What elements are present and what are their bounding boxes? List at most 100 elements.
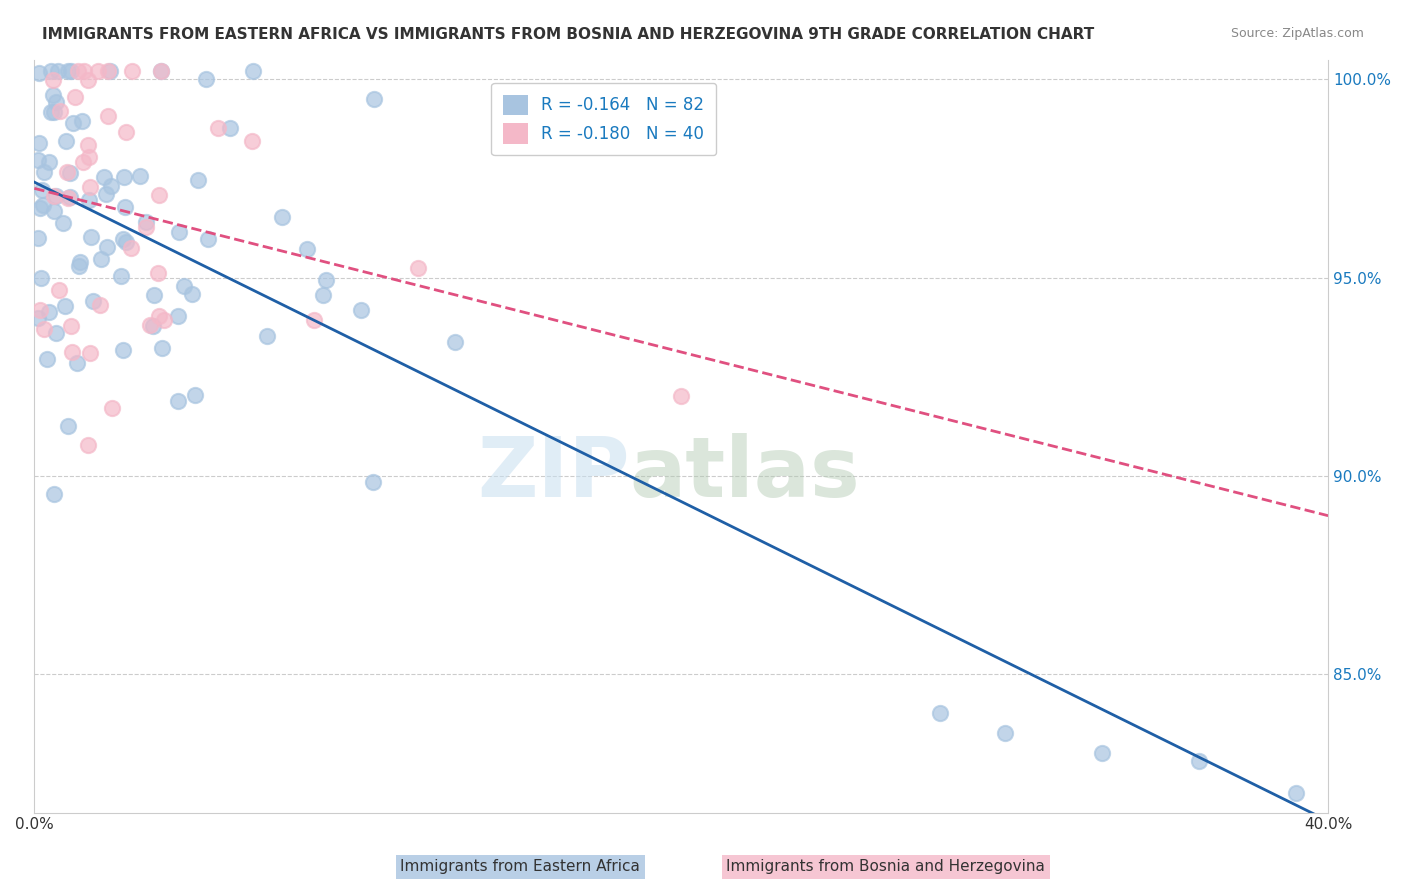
Point (295, 242, 318, 256)
Point (94, 187, 117, 202)
Point (30, 271, 52, 285)
Point (167, 393, 190, 408)
Point (42, 104, 65, 119)
Point (56, 191, 79, 205)
Point (48, 283, 70, 297)
Point (27, 231, 49, 245)
Point (153, 313, 176, 327)
Point (56, 419, 79, 434)
Point (46, 64, 69, 78)
Point (30, 303, 52, 318)
Point (56, 164, 79, 178)
Point (304, 313, 326, 327)
Point (115, 125, 138, 139)
Point (218, 121, 240, 136)
Point (44, 204, 66, 219)
Point (361, 475, 384, 489)
Point (55, 134, 77, 148)
Point (112, 170, 135, 185)
Point (90, 252, 112, 267)
Point (39, 64, 62, 78)
Point (34, 165, 56, 179)
Point (66, 64, 89, 78)
Point (150, 64, 173, 78)
Point (148, 309, 170, 323)
Point (256, 329, 278, 343)
Point (240, 135, 263, 149)
Point (187, 173, 209, 187)
Point (66, 356, 89, 370)
Point (77, 73, 100, 87)
Point (72, 154, 94, 169)
Point (67, 259, 90, 273)
Point (315, 273, 337, 287)
Point (58, 189, 80, 203)
Point (63, 89, 86, 103)
Point (142, 288, 165, 302)
Point (27, 153, 49, 167)
Point (135, 220, 157, 235)
Point (444, 334, 467, 349)
Point (150, 341, 173, 355)
Point (53, 299, 76, 313)
Point (98, 64, 121, 78)
Point (89, 298, 111, 312)
Point (994, 726, 1017, 740)
Point (128, 169, 150, 183)
Point (42, 487, 65, 501)
Point (82, 293, 104, 308)
Text: Immigrants from Bosnia and Herzegovina: Immigrants from Bosnia and Herzegovina (727, 859, 1045, 874)
Point (31, 182, 53, 196)
Point (28, 136, 51, 150)
Point (27, 310, 49, 325)
Text: IMMIGRANTS FROM EASTERN AFRICA VS IMMIGRANTS FROM BOSNIA AND HERZEGOVINA 9TH GRA: IMMIGRANTS FROM EASTERN AFRICA VS IMMIGR… (42, 27, 1094, 42)
Point (28, 66, 51, 80)
Point (120, 240, 142, 254)
Point (60, 344, 83, 359)
Point (671, 389, 693, 403)
Point (121, 64, 143, 78)
Point (38, 305, 60, 319)
Point (79, 229, 101, 244)
Point (194, 71, 217, 86)
Point (38, 155, 60, 169)
Point (42, 189, 65, 203)
Point (929, 706, 952, 721)
Point (41, 88, 63, 103)
Text: ZIP: ZIP (477, 434, 630, 514)
Point (207, 121, 229, 136)
Point (406, 260, 429, 275)
Point (110, 268, 132, 283)
Point (42, 73, 65, 87)
Point (52, 216, 75, 230)
Point (39, 105, 62, 120)
Point (32, 198, 55, 212)
Point (93, 169, 115, 184)
Point (1188, 754, 1211, 768)
Point (142, 318, 165, 333)
Point (111, 232, 134, 246)
Point (197, 232, 219, 246)
Point (270, 210, 292, 224)
Point (101, 401, 124, 415)
Point (76, 138, 98, 153)
Point (100, 179, 122, 194)
Point (30, 201, 52, 215)
Point (77, 438, 100, 452)
Point (312, 288, 335, 302)
Point (59, 64, 82, 78)
Point (111, 343, 134, 357)
Point (97, 64, 120, 78)
Point (363, 92, 385, 106)
Point (150, 64, 173, 78)
Point (166, 309, 188, 323)
Point (96, 240, 118, 254)
Point (79, 346, 101, 360)
Point (115, 235, 138, 250)
Point (72, 64, 94, 78)
Point (180, 287, 202, 301)
Point (148, 187, 170, 202)
Point (77, 193, 100, 207)
Legend: R = -0.164   N = 82, R = -0.180   N = 40: R = -0.164 N = 82, R = -0.180 N = 40 (491, 83, 716, 155)
Point (32, 322, 55, 336)
